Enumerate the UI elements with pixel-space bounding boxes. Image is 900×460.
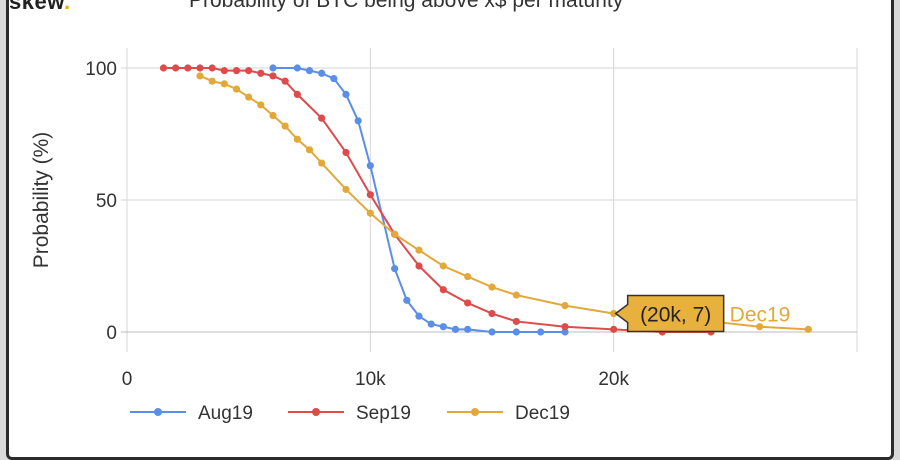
data-point xyxy=(391,230,399,238)
data-point xyxy=(159,64,168,72)
data-point xyxy=(232,67,241,75)
data-point xyxy=(232,85,241,93)
axes: 0 10k 20k 0 50 100 xyxy=(85,59,629,390)
data-point xyxy=(488,283,496,291)
data-point xyxy=(439,262,447,270)
data-point xyxy=(366,191,374,199)
data-point xyxy=(464,325,472,333)
data-point xyxy=(415,246,423,254)
legend-label: Sep19 xyxy=(356,403,411,424)
data-point xyxy=(488,328,496,336)
data-point xyxy=(464,272,472,281)
legend-item-sep19[interactable]: Sep19 xyxy=(288,403,411,424)
data-point xyxy=(245,67,253,75)
btc-probability-chart: 0 10k 20k 0 50 100 Probability (%) (20k, 7) De… xyxy=(30,48,858,424)
data-point xyxy=(257,101,265,109)
data-point xyxy=(318,159,326,167)
data-point xyxy=(488,309,496,318)
data-point xyxy=(318,69,326,77)
data-point xyxy=(245,93,253,101)
grid-lines xyxy=(121,48,858,352)
data-point xyxy=(184,64,192,72)
data-point xyxy=(561,328,569,336)
data-point xyxy=(366,162,374,170)
data-point xyxy=(269,111,277,120)
data-point xyxy=(512,328,520,336)
data-point xyxy=(415,262,423,270)
data-point xyxy=(354,117,362,125)
data-point xyxy=(330,74,338,83)
data-point xyxy=(196,64,204,72)
data-point xyxy=(208,64,216,72)
data-point xyxy=(439,323,447,331)
legend-item-dec19[interactable]: Dec19 xyxy=(447,403,570,424)
data-point xyxy=(512,317,520,326)
skew-logo: skew. xyxy=(9,0,71,14)
series-dec19 xyxy=(196,72,812,333)
legend-swatch-marker xyxy=(154,408,162,416)
y-tick-label: 100 xyxy=(85,59,117,80)
data-point xyxy=(293,90,301,98)
y-tick-label: 0 xyxy=(106,323,117,344)
data-point xyxy=(464,299,472,307)
data-point xyxy=(427,320,435,328)
data-point xyxy=(269,64,277,72)
data-point xyxy=(257,69,265,77)
x-tick-label: 0 xyxy=(122,369,133,390)
data-point xyxy=(281,77,289,85)
data-point xyxy=(610,325,618,333)
series-layer xyxy=(159,64,812,336)
legend-swatch-marker xyxy=(471,408,479,416)
x-tick-label: 20k xyxy=(598,369,629,390)
data-point xyxy=(512,291,520,299)
data-point xyxy=(305,146,314,154)
y-axis-label: Probability (%) xyxy=(30,132,53,269)
data-point xyxy=(281,122,289,130)
series-aug19 xyxy=(269,64,569,336)
data-point xyxy=(342,185,350,194)
data-point xyxy=(196,72,204,80)
data-point xyxy=(318,114,326,122)
data-point xyxy=(439,286,447,294)
chart-title: Probability of BTC being above x$ per ma… xyxy=(189,0,624,12)
data-point xyxy=(208,77,216,85)
tooltip-series-name: Dec19 xyxy=(730,304,791,327)
data-point xyxy=(403,296,411,304)
x-tick-label: 10k xyxy=(355,369,386,390)
data-point xyxy=(366,209,374,217)
data-point xyxy=(451,325,460,333)
data-point xyxy=(342,148,350,157)
data-point xyxy=(305,67,314,75)
tooltip-box xyxy=(614,294,725,333)
tooltip: (20k, 7) Dec19 xyxy=(614,294,791,333)
y-tick-label: 50 xyxy=(96,191,117,212)
data-point xyxy=(537,328,545,336)
chart-card: skew. Probability of BTC being above x$ … xyxy=(6,0,894,460)
legend-item-aug19[interactable]: Aug19 xyxy=(130,403,253,424)
data-point xyxy=(269,72,277,80)
data-point xyxy=(342,90,350,98)
data-point xyxy=(804,325,812,333)
data-point xyxy=(561,302,569,310)
data-point xyxy=(220,67,228,75)
data-point xyxy=(293,64,301,72)
legend-label: Dec19 xyxy=(515,403,570,424)
data-point xyxy=(561,323,569,331)
data-point xyxy=(220,80,228,88)
data-point xyxy=(391,265,399,273)
data-point xyxy=(415,312,423,320)
data-point xyxy=(610,309,618,318)
series-line xyxy=(199,75,809,331)
legend-swatch-marker xyxy=(312,408,320,416)
data-point xyxy=(756,323,764,331)
tooltip-value: (20k, 7) xyxy=(640,304,711,327)
legend-label: Aug19 xyxy=(198,403,253,424)
data-point xyxy=(293,135,301,143)
legend[interactable]: Aug19 Sep19 Dec19 xyxy=(130,403,570,424)
data-point xyxy=(172,64,180,72)
